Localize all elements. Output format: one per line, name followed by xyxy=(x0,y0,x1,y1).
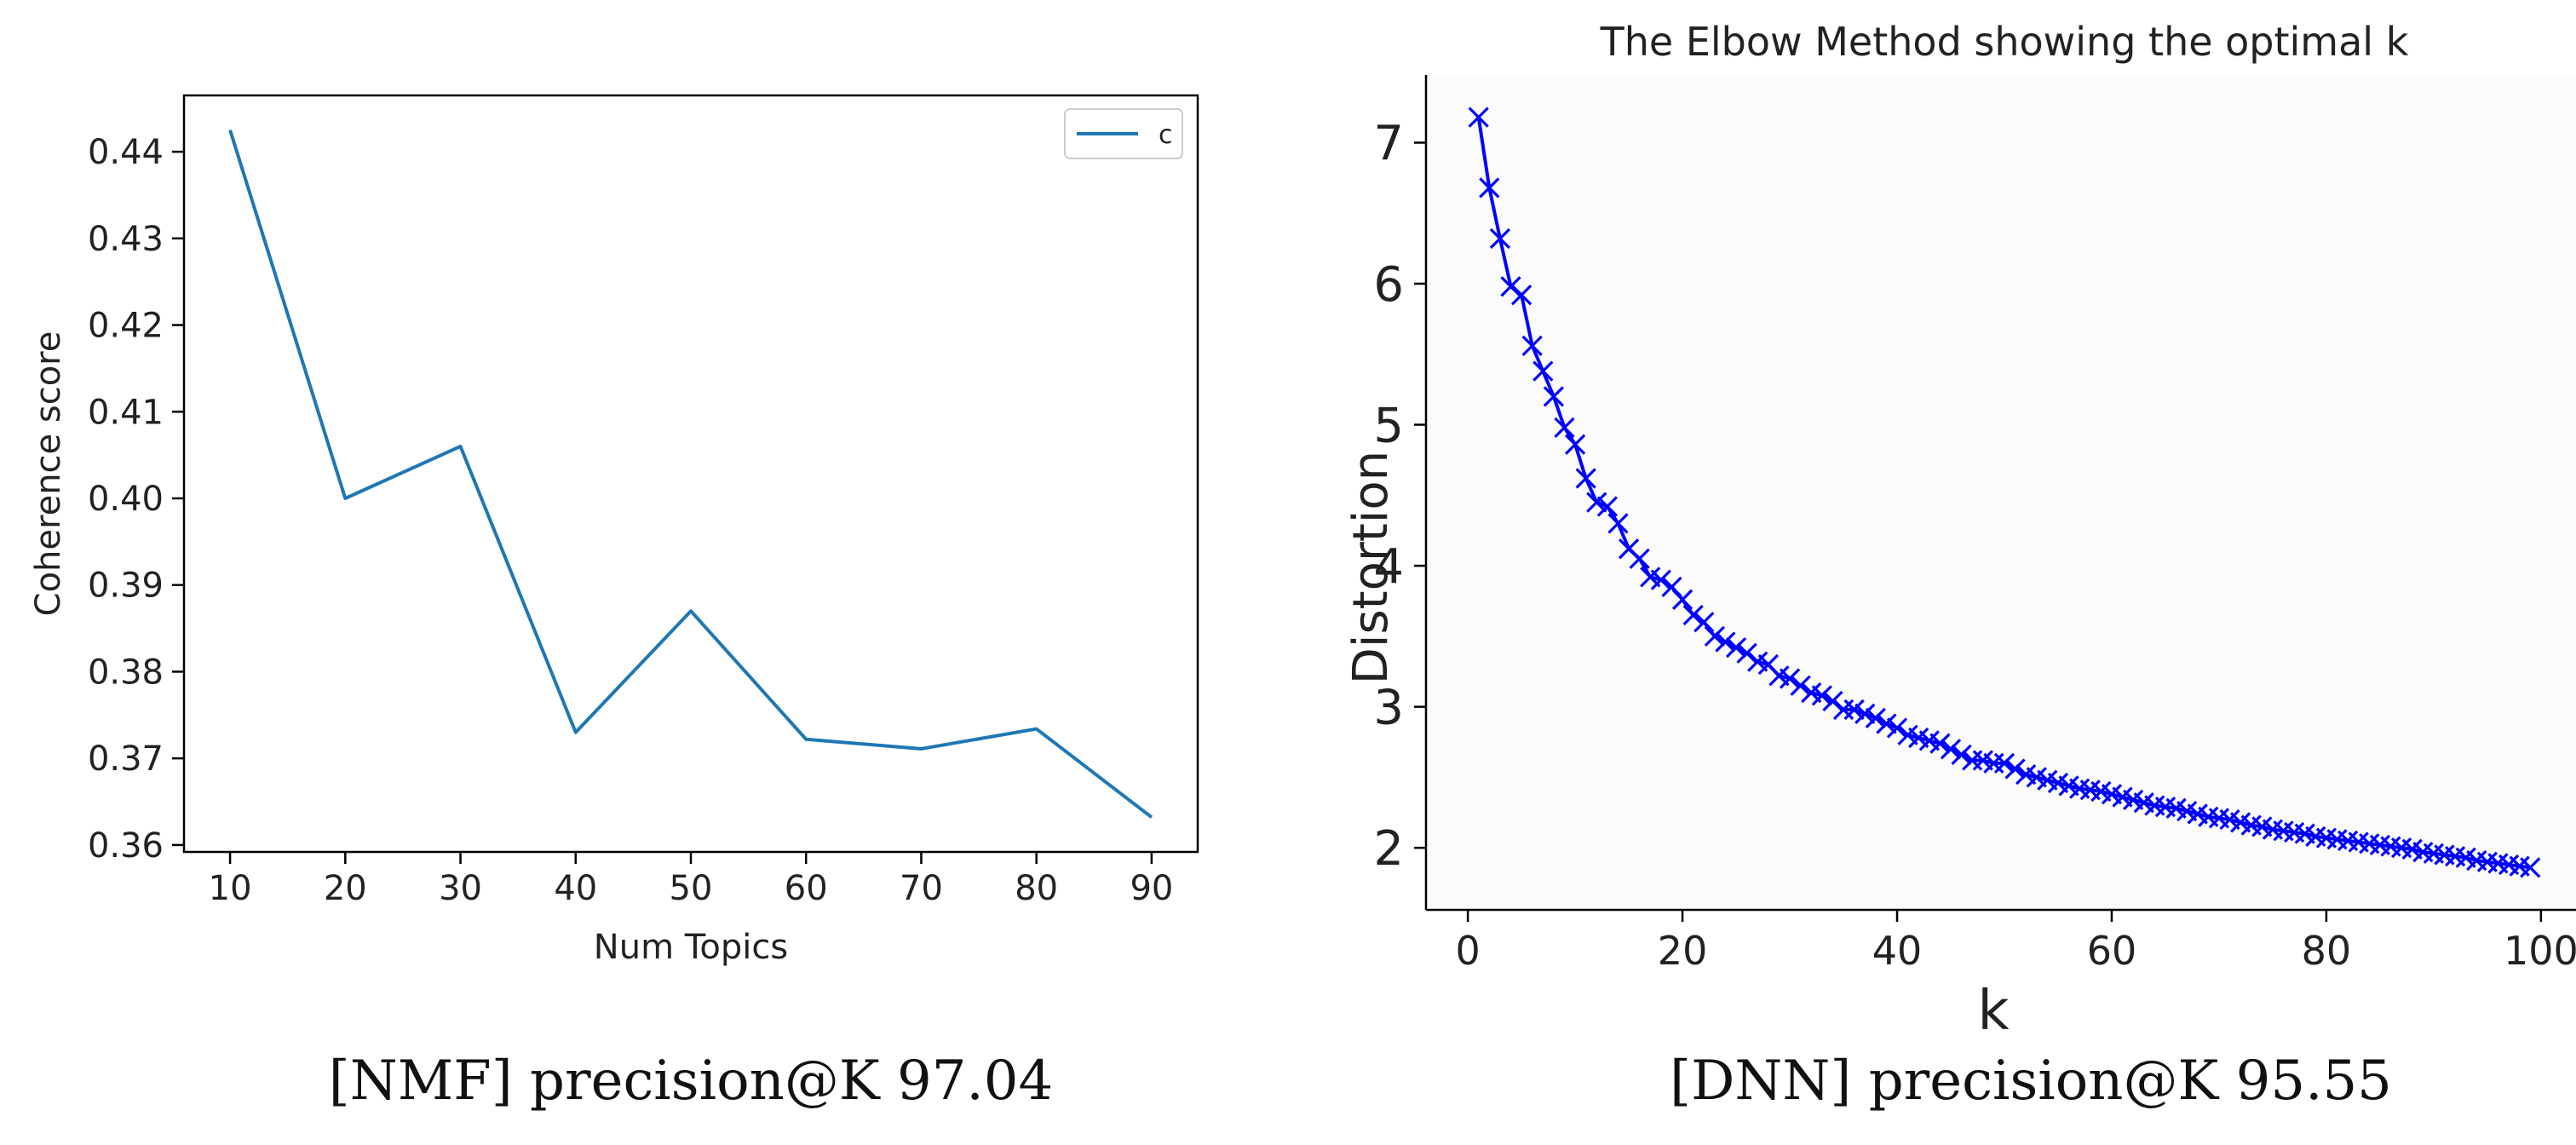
x-tick-label: 10 xyxy=(209,869,252,908)
x-tick-label: 100 xyxy=(2504,928,2576,974)
distortion-point-marker xyxy=(1554,417,1575,438)
distortion-point-marker xyxy=(1586,492,1607,513)
x-tick-label: 90 xyxy=(1130,869,1173,908)
x-tick-label: 60 xyxy=(785,869,828,908)
distortion-point-marker xyxy=(1811,685,1832,706)
distortion-point-marker xyxy=(1854,703,1876,725)
legend: c xyxy=(1064,108,1183,159)
y-tick-label: 0.42 xyxy=(88,307,164,346)
distortion-point-marker xyxy=(1822,690,1843,712)
y-tick-label: 5 xyxy=(1373,399,1404,454)
distortion-point-marker xyxy=(1843,699,1865,721)
y-tick-label: 0.36 xyxy=(88,826,164,866)
distortion-point-marker xyxy=(1510,285,1532,306)
distortion-point-marker xyxy=(1629,548,1650,569)
x-tick-label: 50 xyxy=(670,869,713,908)
distortion-point-marker xyxy=(1521,335,1543,356)
left-caption: [NMF] precision@K 97.04 xyxy=(328,1050,1054,1113)
distortion-point-marker xyxy=(1543,386,1565,407)
y-tick-label: 6 xyxy=(1373,257,1404,313)
distortion-point-marker xyxy=(2520,857,2541,878)
y-tick-label: 0.40 xyxy=(88,480,164,519)
plot-frame xyxy=(182,94,1199,854)
distortion-point-marker xyxy=(1886,717,1908,739)
x-axis-label: k xyxy=(1977,980,2009,1043)
distortion-point-marker xyxy=(1489,227,1511,250)
distortion-point-marker xyxy=(1736,642,1757,664)
distortion-point-marker xyxy=(1607,513,1629,534)
x-tick-label: 40 xyxy=(554,869,597,908)
y-tick-label: 4 xyxy=(1373,539,1404,595)
y-tick-label: 0.44 xyxy=(88,133,164,172)
y-axis-label: Coherence score xyxy=(29,331,68,617)
distortion-point-marker xyxy=(1779,668,1801,689)
distortion-point-marker xyxy=(1564,434,1586,455)
right-caption: [DNN] precision@K 95.55 xyxy=(1670,1050,2392,1113)
y-axis-label: Distortion xyxy=(1343,451,1399,684)
y-tick-label: 0.41 xyxy=(88,393,164,432)
distortion-point-marker xyxy=(1671,589,1693,610)
x-tick-label: 80 xyxy=(2302,928,2352,974)
distortion-point-marker xyxy=(1951,744,1972,766)
elbow-chart: The Elbow Method showing the optimal k 0… xyxy=(1343,19,2576,1043)
distortion-point-marker xyxy=(1790,675,1811,696)
plot-area xyxy=(184,95,1198,852)
x-tick-label: 20 xyxy=(1658,928,1708,974)
distortion-point-marker xyxy=(1650,569,1672,590)
x-tick-label: 60 xyxy=(2087,928,2137,974)
distortion-point-marker xyxy=(1532,360,1554,382)
chart-title: The Elbow Method showing the optimal k xyxy=(1600,19,2409,65)
distortion-point-marker xyxy=(1661,576,1682,598)
y-tick-label: 0.43 xyxy=(88,220,164,259)
x-axis-label: Num Topics xyxy=(594,928,788,967)
y-tick-label: 0.38 xyxy=(88,653,164,692)
legend-label: c xyxy=(1159,120,1173,150)
distortion-point-marker xyxy=(1876,713,1897,734)
distortion-point-marker xyxy=(1715,631,1736,653)
x-tick-label: 80 xyxy=(1015,869,1058,908)
distortion-point-marker xyxy=(1993,752,2015,774)
y-tick-label: 0.37 xyxy=(88,739,164,779)
plot-area xyxy=(1426,75,2576,910)
distortion-point-marker xyxy=(1596,496,1619,517)
distortion-point-marker xyxy=(1682,604,1704,626)
y-tick-label: 0.39 xyxy=(88,567,164,606)
distortion-point-marker xyxy=(1468,106,1489,128)
distortion-point-marker xyxy=(1500,276,1521,297)
distortion-point-marker xyxy=(1479,177,1500,199)
distortion-point-marker xyxy=(1693,612,1715,633)
coherence-series-line xyxy=(228,129,1153,819)
distortion-point-marker xyxy=(2004,758,2026,780)
coherence-chart: 10 20 30 40 50 60 70 80 90 0.36 0.37 0.38 0.39 0.40 0.… xyxy=(29,94,1199,967)
y-tick-label: 2 xyxy=(1373,821,1404,877)
x-tick-label: 40 xyxy=(1872,928,1923,974)
y-tick-label: 3 xyxy=(1373,681,1404,736)
x-tick-label: 30 xyxy=(439,869,482,908)
x-tick-label: 0 xyxy=(1455,928,1480,974)
distortion-point-marker xyxy=(1865,707,1886,728)
distortion-point-marker xyxy=(1940,739,1962,760)
distortion-point-marker xyxy=(1725,636,1747,659)
distortion-point-marker xyxy=(1575,468,1596,489)
distortion-point-marker xyxy=(1929,733,1951,754)
y-tick-label: 7 xyxy=(1373,116,1404,171)
distortion-point-marker xyxy=(1704,625,1726,647)
x-tick-label: 70 xyxy=(900,869,943,908)
x-tick-label: 20 xyxy=(324,869,367,908)
